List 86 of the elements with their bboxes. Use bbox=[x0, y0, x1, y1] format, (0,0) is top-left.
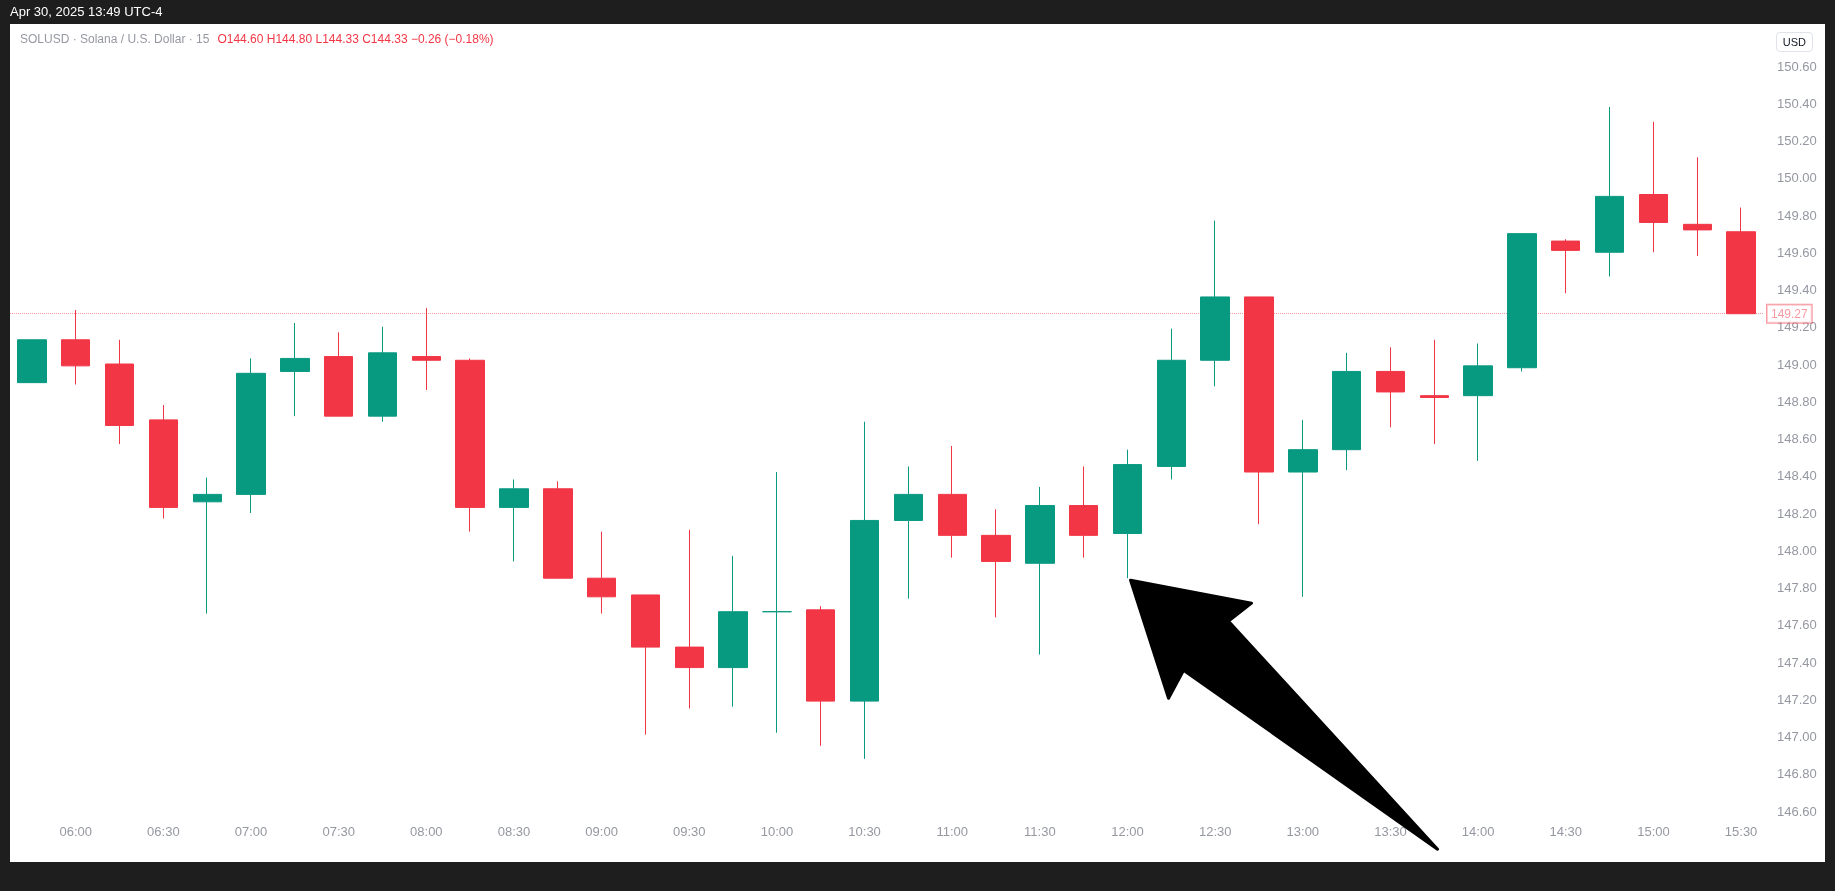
chart-title: SOLUSD · Solana / U.S. Dollar · 15 bbox=[20, 32, 210, 46]
candlestick bbox=[17, 339, 47, 384]
y-tick-label: 150.00 bbox=[1777, 170, 1817, 186]
candlestick bbox=[1157, 328, 1186, 480]
y-tick-label: 148.80 bbox=[1777, 393, 1817, 409]
candlestick bbox=[850, 421, 879, 760]
candlestick bbox=[368, 326, 397, 423]
y-tick-label: 147.60 bbox=[1777, 617, 1817, 633]
x-tick-label: 07:30 bbox=[322, 824, 355, 839]
candlestick bbox=[1683, 156, 1712, 257]
candlestick bbox=[1726, 207, 1756, 315]
y-tick-label: 149.00 bbox=[1777, 356, 1817, 372]
candlestick bbox=[1463, 343, 1493, 462]
x-tick-label: 09:00 bbox=[585, 824, 618, 839]
candlestick bbox=[543, 480, 573, 579]
candlestick bbox=[631, 594, 660, 736]
text: Apr 30, 2025 13:49 UTC-4 bbox=[10, 4, 163, 19]
y-tick-label: 149.80 bbox=[1777, 207, 1817, 223]
candlestick bbox=[1332, 352, 1361, 471]
x-tick-label: 13:30 bbox=[1374, 824, 1407, 839]
candlestick bbox=[105, 339, 134, 445]
ref-line-label: 149.27 bbox=[1771, 306, 1809, 321]
candlestick bbox=[499, 478, 529, 562]
x-tick-label: 06:30 bbox=[147, 824, 180, 839]
y-tick-label: 150.20 bbox=[1777, 133, 1817, 148]
x-tick-label: 13:00 bbox=[1286, 824, 1320, 839]
candlestick bbox=[149, 404, 178, 520]
candlestick bbox=[1639, 121, 1668, 253]
y-tick-label: 150.40 bbox=[1777, 95, 1817, 111]
y-tick-label: 146.80 bbox=[1777, 766, 1817, 782]
candlestick bbox=[324, 331, 353, 417]
candlestick bbox=[587, 531, 616, 615]
y-tick-label: 148.20 bbox=[1777, 505, 1817, 521]
candlestick bbox=[806, 605, 835, 747]
candlestick bbox=[938, 445, 967, 559]
candlestick bbox=[1113, 449, 1142, 579]
candlestick bbox=[894, 465, 923, 600]
y-tick-label: 147.40 bbox=[1777, 654, 1817, 670]
x-tick-label: 08:00 bbox=[410, 824, 443, 839]
chart-subtitle: O144.60 H144.80 L144.33 C144.33 −0.26 (−0.18%) bbox=[217, 32, 494, 46]
candlestick bbox=[455, 357, 485, 533]
y-axis-title: USD bbox=[1775, 32, 1813, 52]
candlestick bbox=[1288, 419, 1318, 598]
x-tick-label: 15:30 bbox=[1724, 824, 1758, 839]
x-tick-label: 14:00 bbox=[1461, 824, 1495, 839]
candlestick bbox=[1376, 346, 1405, 428]
candlestick bbox=[762, 471, 792, 734]
y-tick-label: 150.60 bbox=[1777, 58, 1817, 74]
y-tick-label: 148.60 bbox=[1777, 431, 1817, 446]
candlestick bbox=[981, 508, 1011, 618]
x-tick-label: 11:30 bbox=[1024, 824, 1056, 839]
y-tick-label: 149.60 bbox=[1777, 244, 1817, 260]
x-tick-label: 14:30 bbox=[1549, 824, 1583, 839]
x-tick-label: 10:30 bbox=[848, 824, 881, 839]
x-tick-label: 09:30 bbox=[673, 824, 706, 839]
candlestick bbox=[1200, 220, 1230, 387]
y-tick-label: 149.40 bbox=[1777, 282, 1817, 297]
x-tick-label: 15:00 bbox=[1637, 824, 1670, 839]
candlestick bbox=[280, 322, 310, 417]
candlestick bbox=[1244, 296, 1274, 525]
x-tick-label: 11:00 bbox=[936, 824, 969, 839]
candlestick bbox=[61, 309, 90, 385]
candlestick bbox=[1069, 465, 1098, 559]
y-tick-label: 149.20 bbox=[1777, 319, 1817, 335]
candlestick bbox=[1507, 233, 1537, 372]
x-tick-label: 07:00 bbox=[234, 824, 268, 839]
y-tick-label: 148.00 bbox=[1777, 542, 1817, 558]
candlestick bbox=[675, 529, 704, 710]
candlestick bbox=[236, 357, 266, 514]
candlestick bbox=[412, 307, 441, 391]
candlestick bbox=[1025, 486, 1055, 656]
y-tick-label: 148.40 bbox=[1777, 468, 1817, 484]
y-tick-label: 147.80 bbox=[1777, 580, 1817, 595]
candlestick bbox=[193, 477, 222, 615]
x-tick-label: 10:00 bbox=[760, 824, 794, 839]
x-tick-label: 08:30 bbox=[497, 824, 531, 839]
candlestick bbox=[1595, 106, 1624, 277]
x-tick-label: 12:30 bbox=[1198, 824, 1232, 839]
candlestick bbox=[718, 555, 748, 708]
x-tick-label: 06:00 bbox=[59, 824, 93, 839]
candlestick bbox=[1420, 339, 1449, 445]
y-tick-label: 146.60 bbox=[1777, 803, 1817, 819]
candlestick bbox=[1551, 238, 1580, 294]
x-tick-label: 12:00 bbox=[1111, 824, 1144, 839]
y-tick-label: 147.00 bbox=[1777, 729, 1817, 744]
y-tick-label: 147.20 bbox=[1777, 691, 1817, 707]
